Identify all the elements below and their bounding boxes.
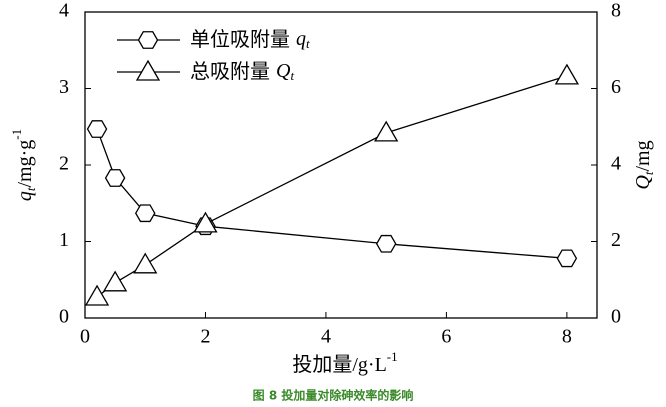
y2-tick-label: 4 [611,153,621,175]
triangle-marker [193,211,218,233]
legend-sub: t [290,68,294,83]
y-axis-title-sub: t [23,187,38,191]
triangle-marker [554,63,580,85]
x-tick-label: 6 [441,326,451,348]
caption: 图 8 投加量对除砷效率的影响 [253,388,414,403]
x-tick-label: 8 [562,326,572,348]
legend-name: 总吸附量 [190,59,270,83]
hexagon-marker [134,204,156,223]
y-axis-title-sup: -1 [9,129,24,140]
legend-marker [135,59,161,81]
y2-tick-label: 2 [611,229,621,251]
x-axis-title: 投加量/g·L-1 [292,349,397,376]
y2-axis-title-symbol: Q [632,175,654,190]
legend-label: 总吸附量 Qt [190,59,294,83]
x-tick-label: 4 [321,326,331,348]
y-axis-title-symbol: q [14,191,36,201]
hexagon-marker [375,234,397,253]
y2-tick-label: 8 [611,0,621,22]
triangle-marker [374,120,399,142]
legend-sub: t [306,36,310,51]
hexagon-marker [86,120,108,138]
triangle-marker [133,252,158,274]
y-tick-label: 3 [59,76,69,98]
y2-axis-title-sub: t [641,171,656,175]
legend-marker [137,31,159,49]
legend-name: 单位吸附量 [190,27,290,51]
legend-label: 单位吸附量 qt [190,27,310,51]
y-tick-label: 2 [59,153,69,175]
y2-axis-title: Qt/mg [632,140,656,189]
y-axis-title: qt/mg·g-1 [9,129,38,201]
x-axis-title-text: 投加量/g·L [292,353,386,376]
legend-symbol: q [296,28,306,50]
y2-axis-title-text: /mg [632,140,654,171]
y-tick-label: 0 [59,306,69,328]
triangle-marker [84,284,110,306]
plot-frame [84,11,598,319]
hexagon-marker [104,169,126,187]
x-axis-title-sup: -1 [387,349,398,364]
triangle-marker [102,270,128,292]
legend-symbol: Q [276,60,291,82]
y2-tick-label: 0 [611,306,621,328]
y-tick-label: 1 [59,229,69,251]
x-tick-label: 2 [200,326,210,348]
series-line [96,75,568,298]
series-line [96,128,567,259]
y2-tick-label: 6 [611,76,621,98]
y-tick-label: 4 [59,0,69,22]
hexagon-marker [556,249,578,268]
y-axis-title-text: /mg·g [14,140,36,188]
x-tick-label: 0 [80,326,90,348]
